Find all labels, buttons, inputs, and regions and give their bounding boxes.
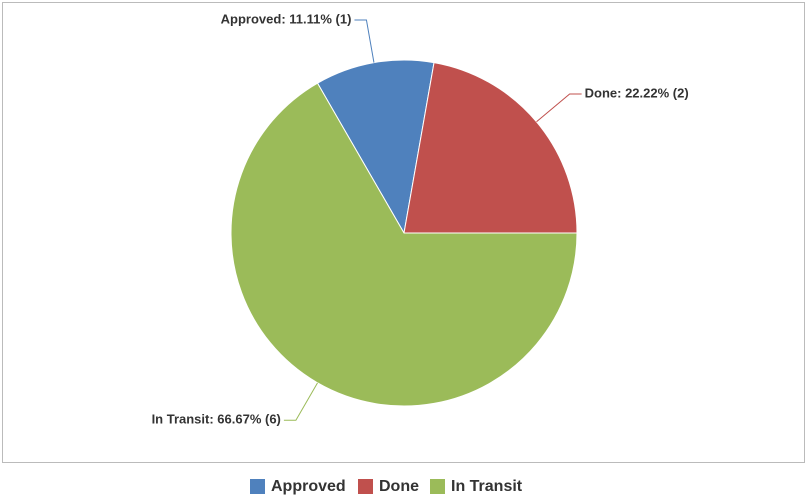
legend-swatch [250, 479, 265, 494]
leader-line [354, 19, 375, 63]
data-label: Approved: 11.11% (1) [221, 11, 352, 26]
legend-label: Approved [271, 478, 346, 495]
data-label: In Transit: 66.67% (6) [152, 412, 281, 427]
legend-swatch [430, 479, 445, 494]
legend-label: Done [379, 478, 419, 495]
pie-slice [403, 62, 578, 234]
legend-swatch [358, 479, 373, 494]
leader-line [283, 382, 318, 421]
data-label: Done: 22.22% (2) [585, 85, 689, 100]
legend-label: In Transit [451, 478, 523, 495]
pie-slice [230, 82, 578, 407]
leader-line [536, 93, 582, 123]
pie-slice [316, 59, 435, 235]
